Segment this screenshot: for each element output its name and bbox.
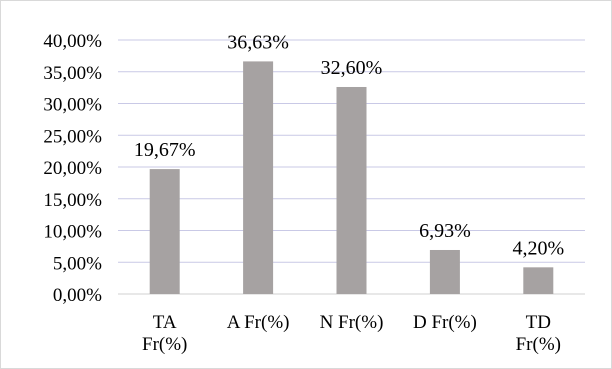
y-tick-label: 25,00%	[43, 126, 102, 147]
x-tick-label: D Fr(%)	[413, 312, 477, 333]
bar	[149, 169, 180, 294]
x-tick-label: TA	[153, 312, 177, 333]
bar	[243, 61, 274, 294]
x-tick-label: N Fr(%)	[320, 312, 384, 333]
labels: 0,00% 5,00% 10,00% 15,00% 20,00% 25,00% 30,00%…	[43, 31, 564, 355]
y-tick-label: 10,00%	[43, 222, 102, 243]
y-tick-label: 20,00%	[43, 158, 102, 179]
y-tick-label: 30,00%	[43, 95, 102, 116]
y-tick-label: 5,00%	[53, 253, 102, 274]
data-label: 36,63%	[227, 31, 289, 53]
x-tick-label: TD	[526, 312, 551, 333]
y-tick-label: 40,00%	[43, 31, 102, 52]
data-label: 19,67%	[134, 139, 196, 161]
y-tick-label: 0,00%	[53, 285, 102, 306]
data-label: 32,60%	[321, 57, 383, 79]
bars	[149, 61, 554, 295]
x-tick-label: Fr(%)	[516, 334, 561, 355]
y-tick-label: 35,00%	[43, 63, 102, 84]
x-tick-label: A Fr(%)	[227, 312, 290, 333]
data-label: 6,93%	[419, 220, 471, 242]
y-tick-label: 15,00%	[43, 190, 102, 211]
bar	[523, 267, 554, 294]
x-tick-label: Fr(%)	[142, 334, 187, 355]
bar	[429, 249, 460, 294]
data-label: 4,20%	[512, 237, 564, 259]
bar	[336, 86, 367, 295]
